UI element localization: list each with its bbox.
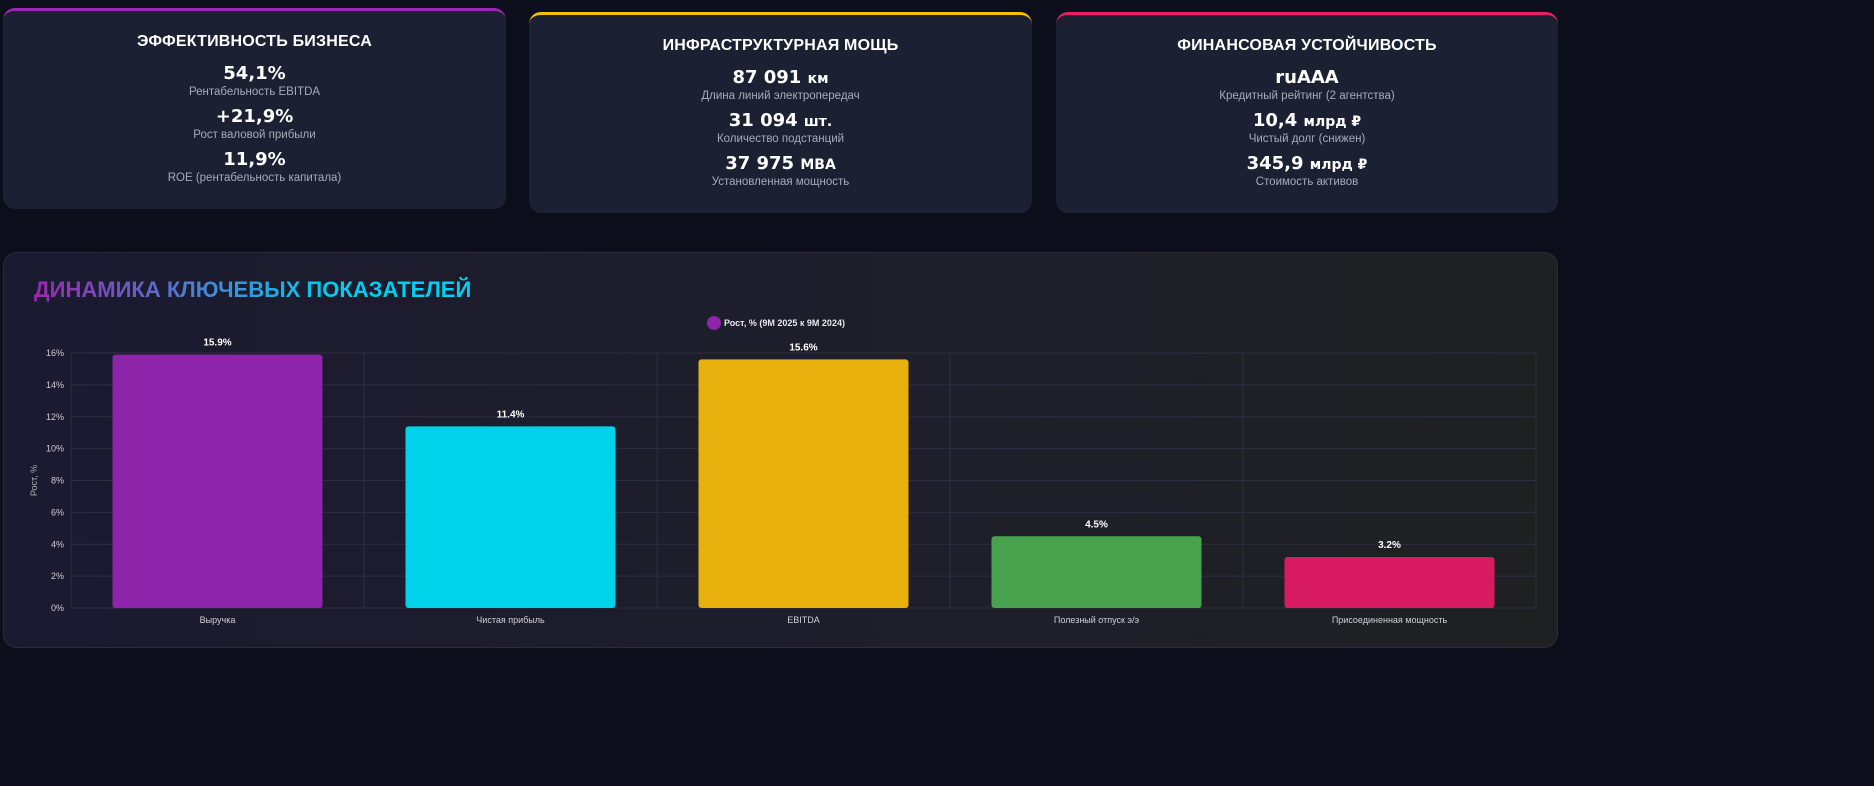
data-label: 4.5%	[1085, 519, 1108, 530]
y-tick-label: 10%	[46, 444, 64, 454]
y-tick-label: 14%	[46, 380, 64, 390]
bar	[1284, 557, 1495, 608]
kpi-value: 345,9 млрд ₽	[1246, 153, 1368, 174]
y-tick-label: 8%	[51, 476, 64, 486]
data-label: 11.4%	[497, 409, 525, 420]
bar	[698, 359, 909, 608]
kpi-unit: млрд ₽	[1309, 157, 1368, 173]
kpi-label: Количество подстанций	[716, 133, 845, 145]
kpi-value: 54,1%	[223, 63, 286, 84]
kpi-unit: МВА	[800, 157, 836, 173]
chart-panel: ДИНАМИКА КЛЮЧЕВЫХ ПОКАЗАТЕЛЕЙ 0% 2% 4% 6% 8%…	[3, 252, 1558, 648]
kpi-label: Установленная мощность	[711, 176, 850, 188]
legend-item[interactable]: Рост, % (9М 2025 к 9М 2024)	[707, 316, 845, 330]
kpi-label: Рентабельность EBITDA	[188, 86, 321, 98]
x-tick-label: Полезный отпуск э/э	[1054, 615, 1140, 625]
kpi-value: ruAAA	[1275, 67, 1339, 88]
y-tick-label: 0%	[51, 603, 64, 613]
y-tick-label: 4%	[51, 539, 64, 549]
kpi-unit: км	[807, 71, 829, 87]
y-tick-label: 2%	[51, 571, 64, 581]
kpi-unit: млрд ₽	[1303, 114, 1362, 130]
x-tick-label: Чистая прибыль	[476, 615, 545, 625]
y-tick-label: 12%	[46, 412, 64, 422]
kpi-label: ROE (рентабельность капитала)	[167, 172, 342, 184]
y-tick-label: 16%	[46, 348, 64, 358]
kpi-card: ИНФРАСТРУКТУРНАЯ МОЩЬ 87 091 км Длина лини…	[529, 12, 1032, 213]
kpi-label: Рост валовой прибыли	[193, 129, 316, 141]
bar	[112, 354, 323, 608]
y-axis-label: Рост, %	[29, 465, 39, 496]
kpi-value: +21,9%	[215, 106, 294, 127]
bar-chart: 0% 2% 4% 6% 8% 10% 12% 14% 16% Рост, % 15.9% Выручк…	[29, 316, 1537, 625]
x-tick-label: EBITDA	[787, 615, 820, 625]
kpi-value: 31 094 шт.	[728, 110, 833, 131]
kpi-card-title: ФИНАНСОВАЯ УСТОЙЧИВОСТЬ	[1177, 37, 1437, 54]
y-tick-label: 6%	[51, 507, 64, 517]
kpi-label: Кредитный рейтинг (2 агентства)	[1219, 90, 1395, 102]
kpi-label: Длина линий электропередач	[701, 90, 860, 102]
bar	[991, 536, 1202, 608]
kpi-value: 11,9%	[223, 149, 286, 170]
data-label: 3.2%	[1378, 540, 1401, 551]
data-label: 15.6%	[789, 342, 817, 353]
chart-panel-title: ДИНАМИКА КЛЮЧЕВЫХ ПОКАЗАТЕЛЕЙ	[34, 277, 472, 302]
kpi-value: 10,4 млрд ₽	[1252, 110, 1362, 131]
kpi-value: 37 975 МВА	[725, 153, 836, 174]
kpi-card: ФИНАНСОВАЯ УСТОЙЧИВОСТЬ ruAAA Кредитный р…	[1056, 12, 1558, 213]
kpi-value: 87 091 км	[732, 67, 829, 88]
data-label: 15.9%	[203, 338, 231, 349]
kpi-card: ЭФФЕКТИВНОСТЬ БИЗНЕСА 54,1% Рентабельност…	[3, 8, 506, 209]
x-tick-label: Выручка	[200, 615, 236, 625]
x-tick-label: Присоединенная мощность	[1332, 615, 1448, 625]
kpi-unit: шт.	[803, 114, 833, 130]
legend-swatch	[707, 316, 721, 330]
legend-label: Рост, % (9М 2025 к 9М 2024)	[724, 318, 845, 328]
bar	[405, 426, 616, 608]
kpi-label: Чистый долг (снижен)	[1248, 133, 1366, 145]
kpi-card-title: ЭФФЕКТИВНОСТЬ БИЗНЕСА	[137, 33, 372, 50]
kpi-card-title: ИНФРАСТРУКТУРНАЯ МОЩЬ	[662, 37, 899, 54]
kpi-label: Стоимость активов	[1255, 176, 1359, 188]
